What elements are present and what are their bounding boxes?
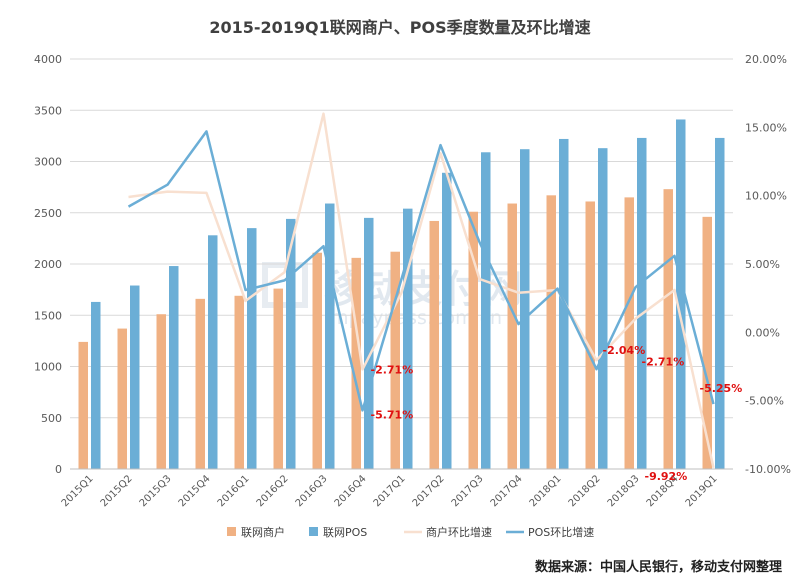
bar-merchant: [234, 295, 244, 469]
data-label-annotation: -9.92%: [645, 470, 688, 483]
x-tick-label: 2015Q3: [138, 473, 174, 509]
bar-merchant: [546, 195, 556, 469]
x-tick-label: 2015Q1: [60, 473, 96, 509]
y-right-tick-label: 15.00%: [745, 121, 787, 134]
legend-swatch: [309, 527, 318, 536]
y-right-tick-label: 5.00%: [745, 258, 780, 271]
bar-merchant: [390, 251, 400, 469]
bar-pos: [208, 235, 218, 469]
bar-merchant: [585, 201, 595, 469]
bar-merchant: [273, 288, 283, 469]
x-tick-label: 2016Q1: [216, 473, 252, 509]
bar-pos: [91, 301, 101, 469]
series-line-pos-growth: [127, 130, 715, 412]
y-right-tick-label: -10.00%: [745, 463, 791, 476]
x-tick-label: 2018Q1: [528, 473, 564, 509]
bar-merchant: [507, 203, 517, 469]
bar-merchant: [351, 257, 361, 469]
y-left-tick-label: 1000: [34, 361, 62, 374]
x-tick-label: 2018Q2: [567, 473, 603, 509]
bar-pos: [715, 137, 725, 470]
bar-pos: [481, 152, 491, 469]
series-line-merchant-growth: [128, 112, 715, 469]
bar-merchant: [624, 197, 634, 469]
y-left-tick-label: 4000: [34, 53, 62, 66]
bar-pos: [325, 203, 335, 469]
legend-label: POS环比增速: [528, 525, 594, 539]
bar-merchant: [156, 314, 166, 469]
y-left-tick-label: 0: [55, 463, 62, 476]
bar-merchant: [78, 341, 88, 469]
y-left-tick-label: 3000: [34, 156, 62, 169]
x-tick-label: 2015Q2: [99, 473, 135, 509]
bar-merchant: [702, 216, 712, 469]
x-tick-label: 2017Q4: [489, 473, 525, 509]
data-label-annotation: -2.04%: [603, 344, 646, 357]
bar-pos: [676, 119, 686, 469]
x-tick-label: 2016Q4: [333, 473, 369, 509]
x-tick-label: 2016Q3: [294, 473, 330, 509]
bar-pos: [247, 228, 257, 469]
y-right-tick-label: 20.00%: [745, 53, 787, 66]
bar-pos: [520, 149, 530, 469]
bar-merchant: [429, 220, 439, 469]
bar-pos: [169, 266, 179, 469]
legend-swatch: [227, 527, 236, 536]
x-tick-label: 2017Q1: [372, 473, 408, 509]
bar-pos: [637, 137, 647, 470]
legend-label: 联网商户: [241, 525, 285, 539]
data-label-annotation: -2.71%: [371, 363, 414, 376]
y-right-tick-label: 0.00%: [745, 326, 780, 339]
y-left-tick-label: 2000: [34, 258, 62, 271]
bar-merchant: [312, 252, 322, 469]
y-left-tick-label: 500: [41, 412, 62, 425]
bar-merchant: [663, 189, 673, 470]
bar-pos: [130, 285, 140, 469]
bar-pos: [403, 208, 413, 469]
legend-label: 商户环比增速: [426, 525, 492, 539]
data-label-annotation: -5.71%: [371, 408, 414, 421]
y-right-tick-label: 10.00%: [745, 190, 787, 203]
y-left-tick-label: 2500: [34, 207, 62, 220]
x-tick-label: 2017Q3: [450, 473, 486, 509]
source-note: 数据来源：中国人民银行，移动支付网整理: [534, 560, 782, 575]
y-right-tick-label: -5.00%: [745, 395, 784, 408]
x-tick-label: 2016Q2: [255, 473, 291, 509]
bar-merchant: [195, 298, 205, 469]
x-tick-label: 2015Q4: [177, 473, 213, 509]
bar-merchant: [468, 211, 478, 469]
x-tick-label: 2018Q3: [606, 473, 642, 509]
bar-pos: [442, 172, 452, 469]
y-left-tick-label: 1500: [34, 309, 62, 322]
data-label-annotation: -5.25%: [700, 382, 743, 395]
chart-title: 2015-2019Q1联网商户、POS季度数量及环比增速: [209, 18, 591, 37]
x-tick-label: 2019Q1: [684, 473, 720, 509]
bar-merchant: [117, 328, 127, 469]
data-label-annotation: -2.71%: [642, 355, 685, 368]
x-tick-label: 2017Q2: [411, 473, 447, 509]
legend-label: 联网POS: [323, 526, 367, 539]
y-left-tick-label: 3500: [34, 104, 62, 117]
bar-pos: [286, 218, 296, 469]
bar-pos: [364, 217, 374, 469]
bar-pos: [598, 148, 608, 470]
